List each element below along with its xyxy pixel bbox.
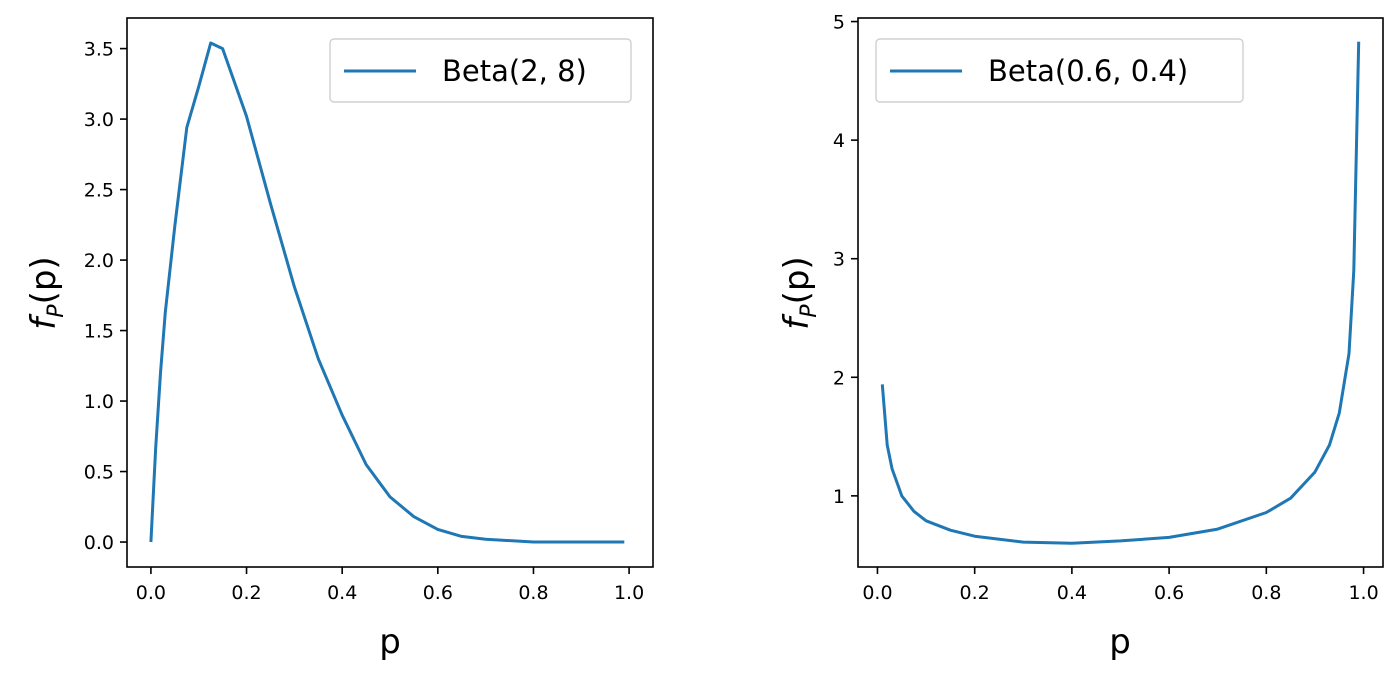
x-tick-label: 0.0 — [862, 582, 892, 604]
x-tick-label: 1.0 — [614, 582, 644, 604]
chart-beta-0-6-0-4: 0.0 0.2 0.4 0.6 0.8 1.0 1 2 3 4 5 Beta(0.6, 0.4) p… — [777, 12, 1384, 662]
x-tick-label: 0.0 — [136, 582, 166, 604]
y-tick-label: 0.5 — [84, 462, 114, 484]
y-tick-label: 1 — [833, 486, 845, 508]
x-tick-label: 0.2 — [960, 582, 990, 604]
plot-area — [880, 41, 1361, 545]
tick-group: 0.0 0.2 0.4 0.6 0.8 1.0 0.0 0.5 1.0 1.5 2.0 2.5 3.0 3… — [84, 39, 644, 604]
y-tick-label: 2.5 — [84, 180, 114, 202]
y-tick-label: 4 — [833, 130, 845, 152]
chart-beta-2-8: 0.0 0.2 0.4 0.6 0.8 1.0 0.0 0.5 1.0 1.5 2.0 2.5 3.0 3… — [24, 17, 654, 662]
y-axis-label: fP(p) — [24, 256, 69, 329]
y-tick-label: 1.0 — [84, 391, 114, 413]
y-tick-label: 2 — [833, 367, 845, 389]
plot-area — [149, 41, 625, 544]
series-line — [880, 41, 1361, 545]
axes-frame — [857, 17, 1384, 568]
y-axis-label: fP(p) — [777, 256, 822, 329]
x-tick-label: 0.6 — [1154, 582, 1184, 604]
legend-label: Beta(0.6, 0.4) — [988, 54, 1188, 88]
series-line — [149, 41, 625, 544]
y-tick-label: 0.0 — [84, 532, 114, 554]
y-tick-label: 3.0 — [84, 109, 114, 131]
y-label-sub: P — [44, 304, 69, 318]
x-tick-label: 0.8 — [518, 582, 548, 604]
x-tick-label: 0.6 — [423, 582, 453, 604]
y-tick-label: 5 — [833, 12, 845, 34]
y-tick-label: 3.5 — [84, 39, 114, 61]
y-label-rest: (p) — [24, 256, 64, 304]
x-tick-label: 0.8 — [1251, 582, 1281, 604]
legend-box — [875, 38, 1244, 103]
legend-label: Beta(2, 8) — [442, 54, 587, 88]
x-axis-label: p — [379, 622, 401, 662]
y-tick-label: 2.0 — [84, 250, 114, 272]
x-axis-label: p — [1109, 622, 1131, 662]
y-tick-label: 3 — [833, 249, 845, 271]
x-tick-label: 0.2 — [231, 582, 261, 604]
y-label-rest: (p) — [777, 256, 817, 304]
legend-box — [329, 38, 632, 103]
legend: Beta(2, 8) — [329, 38, 632, 103]
x-tick-label: 0.4 — [327, 582, 357, 604]
tick-group: 0.0 0.2 0.4 0.6 0.8 1.0 1 2 3 4 5 — [833, 12, 1379, 604]
axes-frame — [126, 17, 654, 568]
x-tick-label: 0.4 — [1057, 582, 1087, 604]
legend: Beta(0.6, 0.4) — [875, 38, 1244, 103]
y-tick-label: 1.5 — [84, 321, 114, 343]
x-tick-label: 1.0 — [1348, 582, 1378, 604]
y-label-sub: P — [797, 304, 822, 318]
